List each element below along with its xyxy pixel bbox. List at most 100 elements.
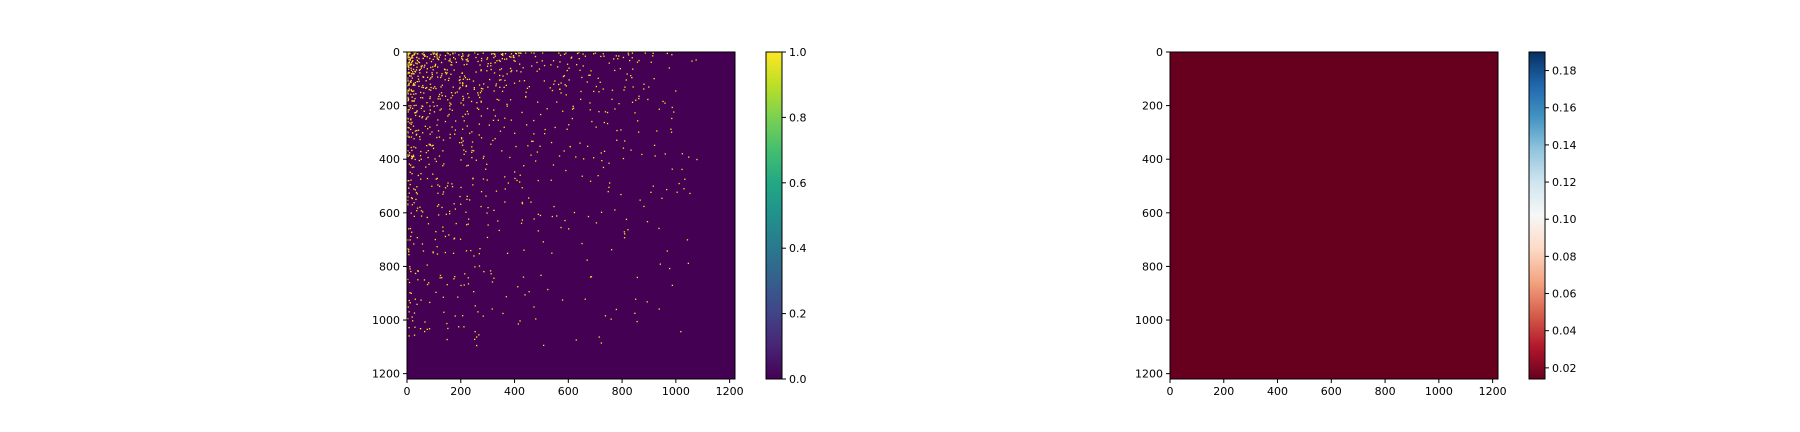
left-heatmap-cell [442, 191, 445, 193]
left-heatmap-cell [635, 298, 637, 300]
left-heatmap-cell [407, 150, 409, 152]
left-heatmap-cell [414, 189, 416, 191]
left-heatmap-cell [463, 64, 465, 66]
right-x-tick-label: 600 [1321, 385, 1342, 398]
left-heatmap-cell [409, 171, 411, 173]
left-heatmap-cell [415, 112, 417, 114]
left-heatmap-cell [412, 132, 414, 134]
left-heatmap-cell [413, 82, 415, 85]
left-heatmap-cell [459, 195, 461, 198]
left-heatmap-cell [492, 53, 494, 55]
left-heatmap-cell [423, 279, 426, 281]
left-heatmap-cell [448, 77, 450, 79]
left-heatmap-cell [680, 331, 682, 333]
left-heatmap-cell [480, 137, 483, 139]
left-heatmap-cell [598, 336, 600, 338]
left-heatmap-cell [475, 71, 477, 73]
left-heatmap-cell [431, 72, 433, 74]
left-heatmap-cell [475, 56, 477, 59]
left-heatmap-cell [543, 344, 545, 346]
left-heatmap-cell [409, 302, 411, 304]
left-heatmap-cell [423, 110, 425, 112]
left-heatmap-cell [506, 105, 508, 107]
left-heatmap-cell [422, 250, 425, 252]
left-heatmap-cell [666, 250, 668, 252]
left-heatmap-cell [407, 57, 409, 59]
left-heatmap-cell [486, 179, 488, 181]
left-heatmap-cell [459, 79, 461, 81]
left-heatmap-cell [467, 60, 469, 62]
left-heatmap-cell [537, 179, 539, 182]
left-heatmap-cell [461, 72, 463, 74]
left-heatmap-cell [480, 70, 482, 72]
left-y-tick-label: 600 [379, 207, 400, 220]
left-heatmap-cell [415, 111, 418, 113]
left-heatmap-cell [480, 100, 482, 102]
left-heatmap-cell [490, 68, 492, 71]
left-heatmap-cell [502, 312, 504, 315]
left-heatmap-cell [513, 82, 516, 84]
left-heatmap-cell [429, 109, 431, 111]
left-heatmap-cell [493, 56, 495, 59]
left-heatmap-cell [566, 128, 568, 130]
left-heatmap-cell [427, 150, 429, 152]
left-heatmap-cell [627, 54, 630, 56]
right-y-tick-label: 800 [1142, 260, 1163, 273]
left-heatmap-cell [616, 129, 618, 132]
left-heatmap-cell [410, 69, 413, 71]
left-heatmap-cell [597, 175, 599, 177]
left-heatmap-cell [500, 68, 503, 70]
left-heatmap-cell [419, 136, 421, 138]
right-colorbar: 0.02 0.04 0.06 0.08 0.10 0.12 0.14 0.16 0.18 [1528, 51, 1577, 380]
left-heatmap-cell [434, 65, 436, 67]
left-heatmap-cell [434, 158, 436, 160]
left-heatmap-cell [407, 239, 409, 241]
left-heatmap-cell [526, 124, 528, 126]
left-heatmap-cell [424, 64, 426, 66]
left-heatmap-cell [540, 113, 542, 116]
left-heatmap-cell [516, 179, 518, 182]
left-heatmap-cell [501, 58, 503, 60]
left-heatmap-cell [409, 52, 411, 55]
left-heatmap-cell [407, 89, 409, 91]
left-heatmap-cell [451, 126, 453, 128]
left-heatmap-cell [449, 105, 451, 107]
left-heatmap-cell [450, 64, 452, 66]
right-x-axis: 0 200 400 600 800 1000 1200 [1167, 379, 1507, 398]
left-heatmap-cell [419, 206, 421, 208]
left-heatmap-cell [600, 211, 603, 213]
left-heatmap-cell [440, 76, 442, 79]
left-heatmap-cell [638, 59, 640, 62]
left-heatmap-cell [542, 241, 544, 243]
left-heatmap-cell [423, 54, 425, 56]
left-heatmap-cell [411, 90, 413, 92]
left-heatmap-cell [531, 65, 533, 67]
left-heatmap-cell [487, 63, 489, 65]
left-heatmap-cell [408, 66, 410, 68]
left-heatmap-cell [416, 56, 418, 59]
left-x-tick-label: 1000 [662, 385, 690, 398]
left-heatmap-cell [411, 60, 413, 63]
left-heatmap-cell [407, 135, 409, 137]
left-heatmap-cell [408, 53, 410, 55]
left-heatmap-cell [410, 64, 412, 66]
left-heatmap-cell [562, 110, 564, 112]
right-y-axis: 0 200 400 600 800 1000 1200 [1135, 46, 1170, 381]
left-heatmap-cell [450, 92, 453, 94]
left-heatmap-cell [522, 276, 525, 278]
left-heatmap-cell [432, 251, 434, 253]
left-heatmap-cell [536, 70, 538, 72]
left-heatmap-cell [566, 69, 568, 72]
left-heatmap-cell [425, 87, 427, 89]
left-heatmap-cell [417, 270, 419, 272]
left-heatmap-cell [413, 312, 416, 314]
left-heatmap-cell [427, 128, 429, 130]
left-heatmap-cell [415, 93, 417, 95]
left-heatmap-cell [410, 63, 413, 66]
left-heatmap-cell [407, 77, 409, 79]
left-heatmap-cell [413, 93, 415, 95]
left-heatmap-cell [480, 87, 483, 90]
left-heatmap-cell [412, 107, 414, 110]
left-heatmap-cell [431, 131, 433, 133]
